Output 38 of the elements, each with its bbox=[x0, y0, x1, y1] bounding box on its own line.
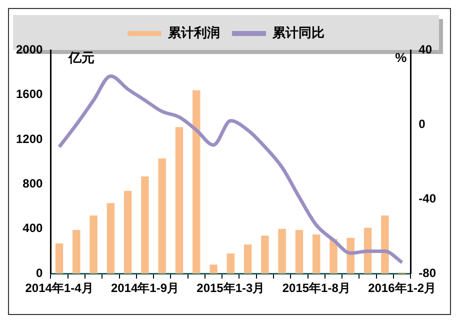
bar bbox=[312, 234, 320, 274]
legend-label: 累计同比 bbox=[272, 25, 324, 40]
bar bbox=[226, 253, 235, 274]
x-tick-label: 2015年1-3月 bbox=[196, 281, 265, 296]
bar bbox=[278, 228, 286, 274]
y-tick-label: 2000 bbox=[16, 42, 44, 56]
y2-tick-label: 40 bbox=[418, 42, 432, 56]
bar bbox=[141, 176, 149, 274]
y-axis-title: 亿元 bbox=[68, 50, 95, 66]
y2-axis-title: % bbox=[395, 50, 408, 66]
y2-tick-label: -40 bbox=[418, 191, 436, 206]
y-tick-label: 0 bbox=[36, 266, 44, 280]
bar bbox=[90, 215, 98, 274]
bar bbox=[106, 203, 115, 274]
bar bbox=[175, 127, 184, 274]
line-series bbox=[58, 74, 404, 264]
bar bbox=[210, 264, 218, 274]
bar bbox=[124, 190, 132, 274]
x-tick-label: 2014年1-4月 bbox=[25, 281, 94, 296]
y-tick-label: 800 bbox=[22, 176, 44, 190]
y2-tick-label: 0 bbox=[418, 116, 426, 131]
y-tick-label: 1200 bbox=[16, 132, 44, 146]
y2-tick-label: -80 bbox=[418, 266, 436, 280]
bar bbox=[381, 215, 389, 274]
bar bbox=[158, 158, 166, 274]
bar bbox=[192, 90, 200, 274]
x-tick-label: 2016年1-2月 bbox=[368, 281, 436, 296]
bar bbox=[72, 230, 80, 274]
bar bbox=[295, 230, 304, 274]
x-tick-label: 2014年1-9月 bbox=[110, 281, 179, 296]
bar bbox=[261, 236, 269, 274]
y-tick-label: 1600 bbox=[16, 87, 44, 102]
legend-label: 累计利润 bbox=[167, 25, 220, 40]
y-tick-label: 400 bbox=[22, 221, 44, 236]
bar bbox=[55, 243, 64, 274]
x-tick-label: 2015年1-8月 bbox=[282, 281, 350, 296]
bar bbox=[244, 244, 252, 274]
bar bbox=[330, 238, 338, 274]
